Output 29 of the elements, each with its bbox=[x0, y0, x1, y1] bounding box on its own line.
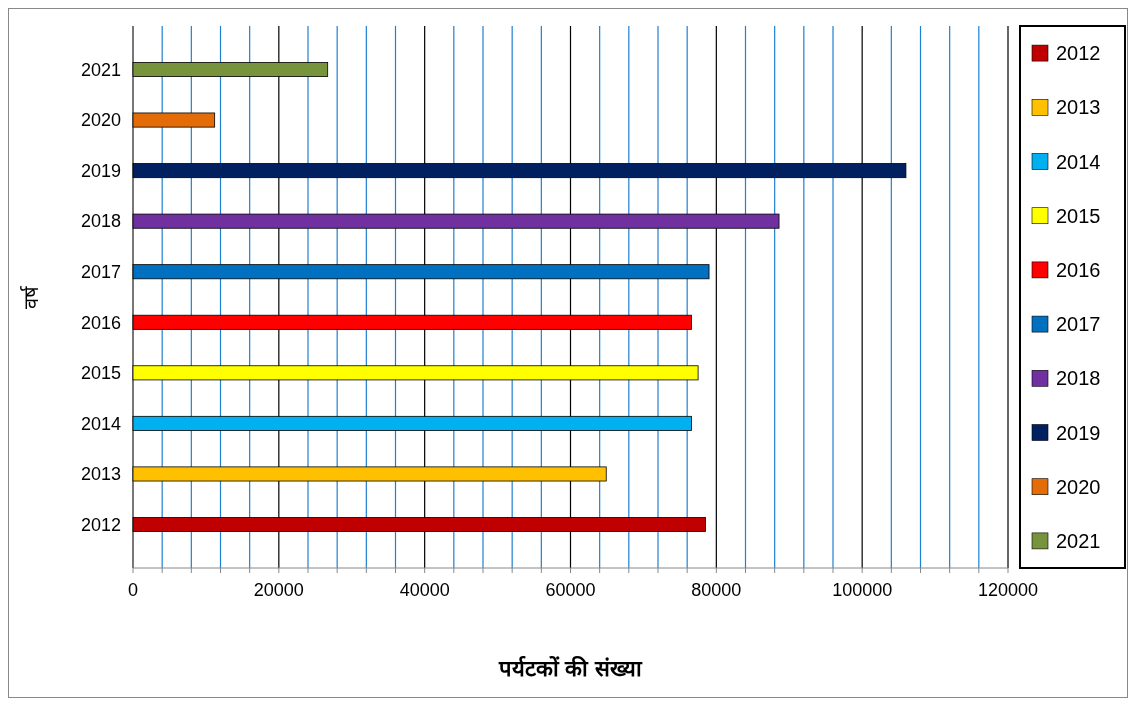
y-tick-label: 2017 bbox=[80, 262, 121, 283]
x-tick-label: 100000 bbox=[832, 580, 893, 600]
y-tick-label: 2019 bbox=[80, 160, 121, 181]
x-tick-label: 0 bbox=[127, 580, 139, 600]
legend-label: 2019 bbox=[1056, 421, 1101, 444]
x-tick-label: 20000 bbox=[253, 580, 304, 600]
x-tick-label: 120000 bbox=[977, 580, 1039, 600]
y-tick-label: 2018 bbox=[80, 211, 121, 232]
y-tick-label: 2021 bbox=[80, 59, 121, 80]
legend-label: 2015 bbox=[1056, 204, 1101, 227]
y-tick-label: 2012 bbox=[80, 514, 121, 535]
y-tick-label: 2015 bbox=[80, 363, 121, 384]
legend-label: 2012 bbox=[1056, 42, 1101, 65]
y-tick-label: 2016 bbox=[80, 312, 121, 333]
legend-label: 2013 bbox=[1056, 96, 1101, 119]
legend-label: 2014 bbox=[1056, 150, 1101, 173]
legend-label: 2018 bbox=[1056, 367, 1101, 390]
y-tick-label: 2020 bbox=[80, 110, 121, 131]
x-axis-title: पर्यटकों की संख्या bbox=[498, 655, 643, 681]
x-tick-label: 60000 bbox=[545, 580, 596, 600]
legend-label: 2020 bbox=[1056, 475, 1101, 498]
y-axis-title: वर्ष bbox=[20, 284, 42, 309]
legend-label: 2017 bbox=[1056, 313, 1101, 336]
y-tick-label: 2014 bbox=[80, 413, 121, 434]
legend-label: 2016 bbox=[1056, 258, 1101, 281]
x-tick-label: 40000 bbox=[399, 580, 450, 600]
x-tick-label: 80000 bbox=[691, 580, 742, 600]
legend-label: 2021 bbox=[1056, 529, 1101, 552]
y-tick-label: 2013 bbox=[80, 464, 121, 485]
